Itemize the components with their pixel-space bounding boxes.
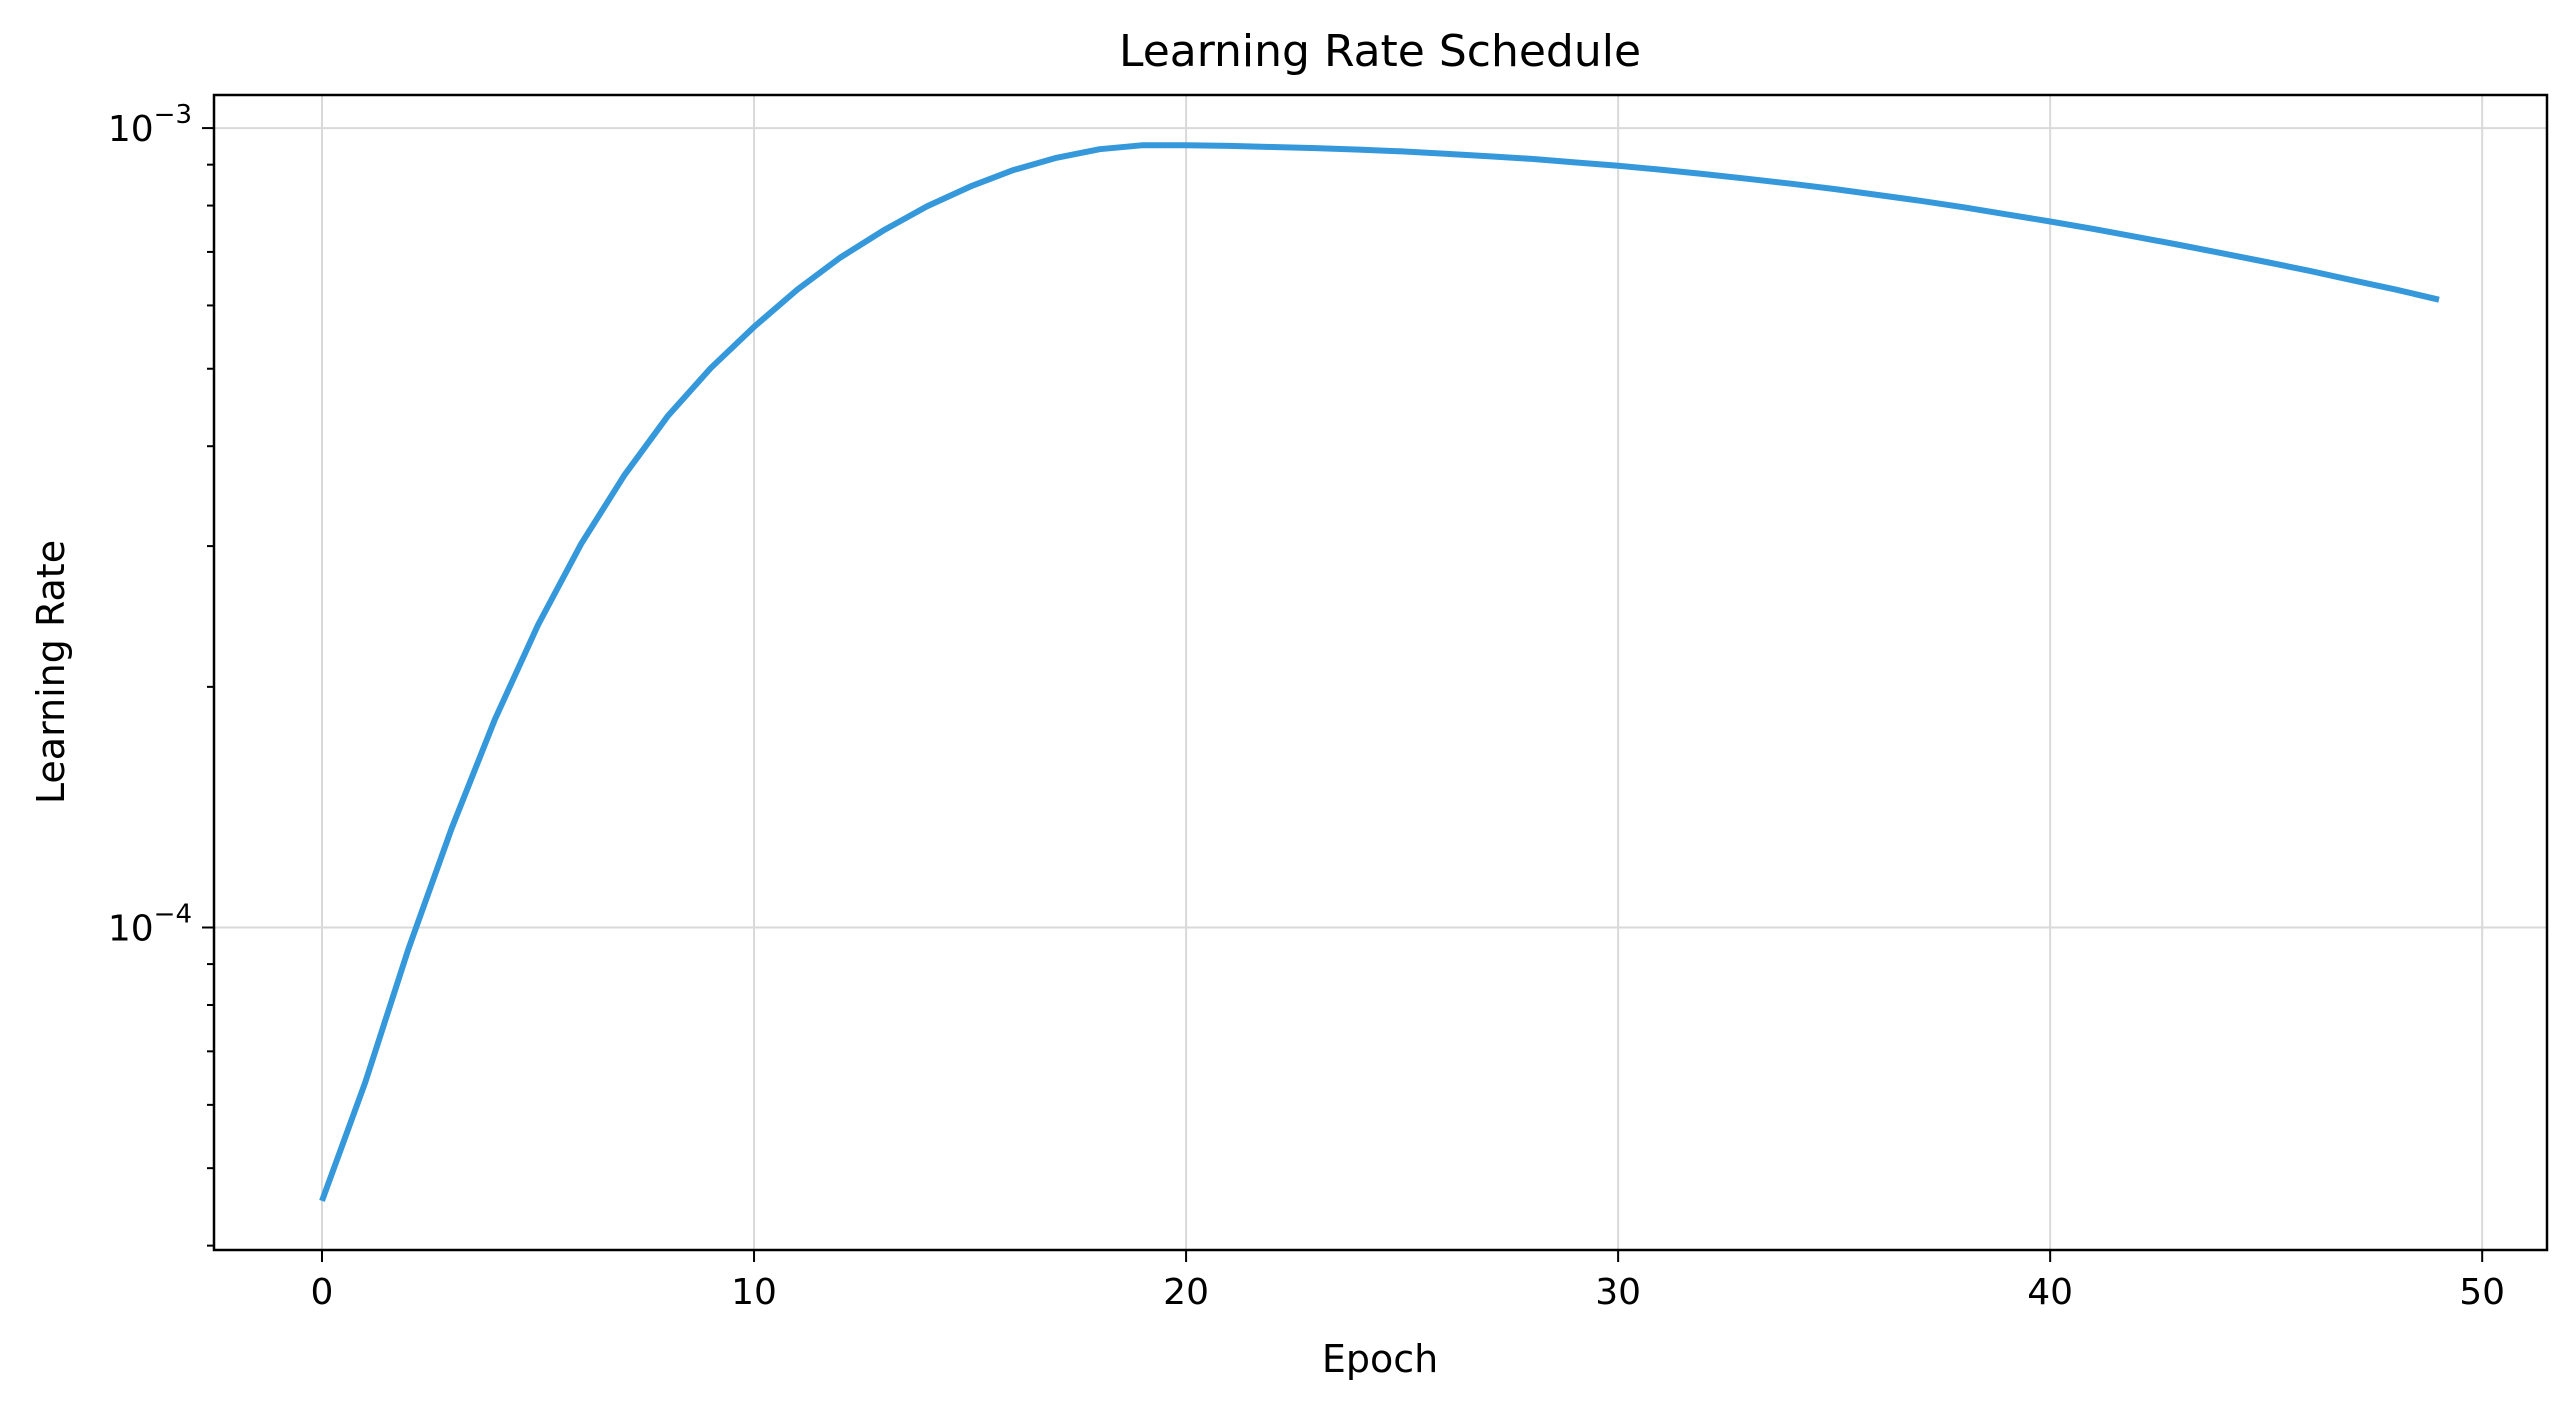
grid-layer [214,95,2547,1250]
x-tick-label: 10 [731,1272,777,1313]
plot-frame [212,93,2549,1252]
x-tick-label: 20 [1163,1272,1209,1313]
x-axis-label: Epoch [1322,1337,1438,1381]
chart-title: Learning Rate Schedule [1119,26,1641,77]
series-line-learning-rate [319,142,2440,1202]
y-tick-base: 10 [108,909,154,950]
y-axis-label: Learning Rate [29,540,73,804]
y-tick-exponent: −3 [154,100,192,130]
y-tick-label: 10−4 [108,900,192,950]
x-tick-label: 40 [2027,1272,2073,1313]
y-tick-exponent: −4 [154,900,192,930]
y-tick-base: 10 [108,109,154,150]
y-tick-label: 10−3 [108,100,192,150]
x-tick-label: 50 [2459,1272,2505,1313]
x-tick-label: 0 [311,1272,334,1313]
x-tick-label: 30 [1595,1272,1641,1313]
data-layer [319,142,2440,1202]
